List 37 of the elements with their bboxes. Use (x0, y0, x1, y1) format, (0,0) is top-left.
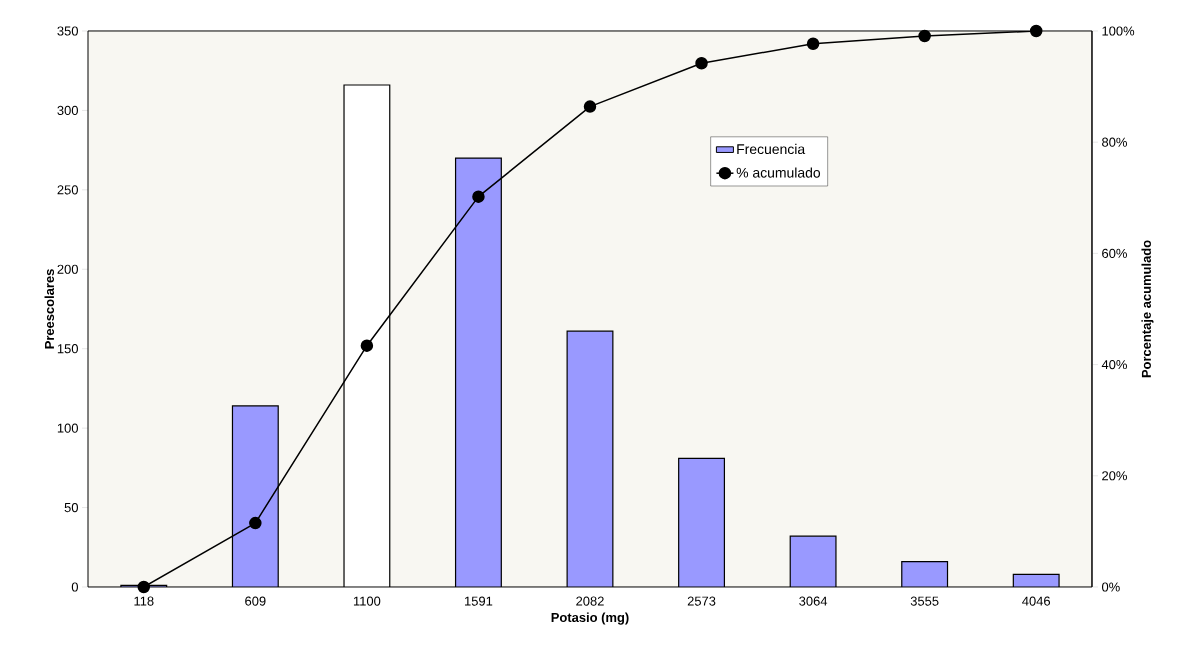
x-tick-label: 2082 (576, 596, 604, 606)
x-tick-label: 118 (134, 596, 154, 606)
point (918, 29, 931, 43)
y-tick-label: 200 (57, 264, 78, 274)
y-tick-label: 150 (57, 344, 78, 354)
y-tick-label: 50 (64, 502, 78, 513)
y2-tick-label: 40% (1101, 360, 1127, 370)
legend-label: % acumulado (736, 167, 821, 178)
point (249, 516, 262, 530)
y2-tick-label: 20% (1102, 471, 1127, 481)
legend-label: Frecuencia (737, 143, 806, 155)
point (1029, 24, 1043, 38)
y-tick-label: 250 (57, 185, 78, 195)
y-tick-label: 350 (57, 26, 78, 36)
y2-tick-label: 60% (1102, 248, 1127, 258)
y2-tick-label: 80% (1102, 137, 1127, 147)
point (695, 56, 708, 70)
x-tick-label: 4046 (1022, 596, 1051, 606)
point (360, 339, 374, 352)
point (806, 37, 820, 51)
y-tick-label: 300 (57, 105, 78, 115)
y2-tick-label: 100% (1102, 26, 1135, 36)
x-tick-label: 1591 (465, 596, 493, 606)
y-axis-title: Preescolares (44, 269, 55, 349)
x-axis-title: Potasio (mg) (551, 612, 629, 625)
point (137, 580, 151, 594)
x-tick-label: 3064 (799, 596, 828, 606)
x-tick-label: 609 (245, 596, 266, 606)
y2-axis-title: Porcentaje acumulado (1141, 240, 1154, 378)
x-tick-label: 3555 (910, 596, 939, 606)
point (583, 100, 597, 113)
y-tick-label: 0 (71, 582, 78, 592)
y2-tick-label: 0% (1101, 582, 1120, 592)
x-tick-label: 2573 (687, 596, 716, 606)
point (472, 190, 485, 203)
y-tick-label: 100 (57, 423, 78, 433)
x-tick-label: 1100 (353, 596, 381, 606)
